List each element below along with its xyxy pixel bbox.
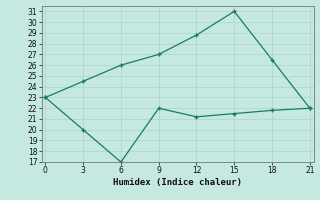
X-axis label: Humidex (Indice chaleur): Humidex (Indice chaleur): [113, 178, 242, 187]
